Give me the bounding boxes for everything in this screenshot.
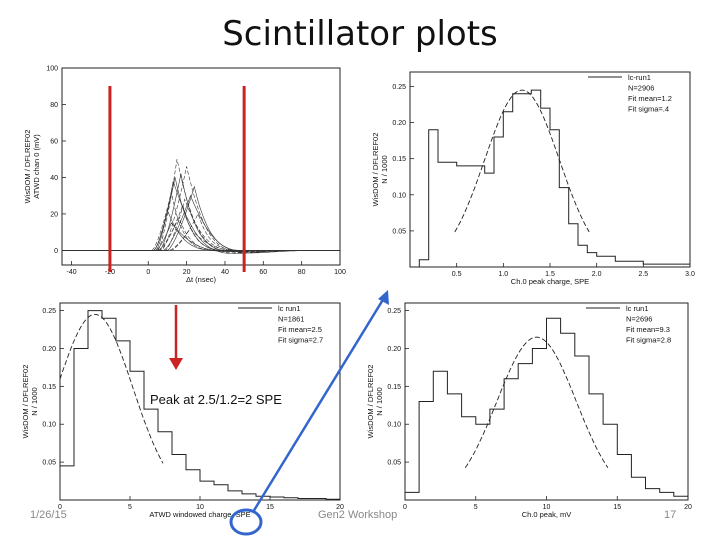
gaussian-fit-curve bbox=[454, 89, 590, 233]
x-axis-label: Ch.0 peak charge, SPE bbox=[511, 277, 589, 286]
blue-arrow-head bbox=[378, 290, 389, 305]
y-tick-label: 0 bbox=[54, 248, 58, 255]
x-tick-label: 3.0 bbox=[685, 271, 695, 278]
legend-entry: Fit mean=1.2 bbox=[628, 94, 672, 103]
x-tick-label: -20 bbox=[105, 269, 115, 276]
waveform-trace bbox=[62, 209, 340, 252]
waveform-trace bbox=[62, 213, 340, 251]
x-tick-label: 1.5 bbox=[545, 271, 555, 278]
red-arrow-head bbox=[169, 358, 183, 370]
x-tick-label: 2.0 bbox=[592, 271, 602, 278]
x-axis-label: ATWD windowed charge, SPE bbox=[149, 510, 250, 519]
y-tick-label: 0.15 bbox=[42, 384, 56, 391]
waveform-trace bbox=[62, 191, 340, 251]
x-tick-label: 0.5 bbox=[452, 271, 462, 278]
legend-entry: lc run1 bbox=[626, 304, 649, 313]
x-tick-label: 40 bbox=[221, 269, 229, 276]
x-tick-label: 10 bbox=[543, 504, 551, 511]
y-tick-label: 0.10 bbox=[42, 422, 56, 429]
y-tick-label: 0.05 bbox=[387, 460, 401, 467]
peak-annotation: Peak at 2.5/1.2=2 SPE bbox=[150, 392, 282, 407]
waveform-trace bbox=[62, 198, 340, 253]
waveform-trace bbox=[62, 194, 340, 254]
legend-entry: N=2696 bbox=[626, 315, 652, 324]
legend-entry: Fit sigma=2.8 bbox=[626, 336, 671, 345]
histogram-steps bbox=[418, 89, 690, 267]
y-axis-label: ATWD chan 0 (mV) bbox=[32, 134, 41, 199]
y-axis-label: WisDOM / DFLREF02 bbox=[23, 130, 32, 204]
footer-date: 1/26/15 bbox=[30, 509, 67, 521]
gaussian-fit-curve bbox=[59, 313, 164, 464]
x-tick-label: 15 bbox=[613, 504, 621, 511]
y-tick-label: 0.20 bbox=[392, 120, 406, 127]
y-tick-label: 0.20 bbox=[387, 346, 401, 353]
x-tick-label: 20 bbox=[684, 504, 692, 511]
x-tick-label: 0 bbox=[58, 504, 62, 511]
y-tick-label: 0.10 bbox=[392, 192, 406, 199]
legend-entry: N=1861 bbox=[278, 315, 304, 324]
y-tick-label: 0.20 bbox=[42, 346, 56, 353]
y-tick-label: 0.25 bbox=[387, 308, 401, 315]
legend-entry: Fit mean=2.5 bbox=[278, 325, 322, 334]
y-tick-label: 0.15 bbox=[392, 156, 406, 163]
blue-arrow-shaft bbox=[251, 297, 386, 513]
x-axis-label: Ch.0 peak, mV bbox=[522, 510, 572, 519]
legend-entry: N=2906 bbox=[628, 84, 654, 93]
y-axis-label: WisDOM / DFLREF02 bbox=[21, 365, 30, 439]
histogram-steps bbox=[59, 310, 340, 500]
x-tick-label: 15 bbox=[266, 504, 274, 511]
y-tick-label: 80 bbox=[50, 102, 58, 109]
waveform-trace bbox=[62, 228, 340, 252]
y-tick-label: 0.25 bbox=[392, 84, 406, 91]
gaussian-fit-curve bbox=[464, 336, 609, 469]
y-axis-label: N / 1000 bbox=[380, 155, 389, 183]
y-axis-label: N / 1000 bbox=[375, 387, 384, 415]
y-tick-label: 0.05 bbox=[42, 460, 56, 467]
x-tick-label: 20 bbox=[336, 504, 344, 511]
y-tick-label: 100 bbox=[46, 66, 58, 73]
y-axis-label: WisDOM / DFLREF02 bbox=[371, 133, 380, 207]
y-axis-label: WisDOM / DFLREF02 bbox=[366, 365, 375, 439]
x-axis-label: Δt (nsec) bbox=[186, 275, 217, 284]
x-tick-label: 5 bbox=[474, 504, 478, 511]
y-tick-label: 20 bbox=[50, 211, 58, 218]
y-tick-label: 0.25 bbox=[42, 308, 56, 315]
x-tick-label: 80 bbox=[298, 269, 306, 276]
x-tick-label: -40 bbox=[67, 269, 77, 276]
page-number: 17 bbox=[664, 509, 677, 521]
y-tick-label: 60 bbox=[50, 138, 58, 145]
histogram-steps bbox=[404, 317, 688, 500]
legend-entry: Fit sigma=.4 bbox=[628, 105, 669, 114]
x-tick-label: 100 bbox=[334, 269, 346, 276]
x-tick-label: 0 bbox=[146, 269, 150, 276]
y-tick-label: 0.10 bbox=[387, 422, 401, 429]
x-tick-label: 60 bbox=[259, 269, 267, 276]
footer-center: Gen2 Workshop bbox=[318, 509, 398, 521]
legend-entry: Fit sigma=2.7 bbox=[278, 336, 323, 345]
legend-entry: lc run1 bbox=[278, 304, 301, 313]
x-tick-label: 20 bbox=[183, 269, 191, 276]
plot-frame-0 bbox=[61, 67, 341, 266]
slide-title: Scintillator plots bbox=[222, 14, 498, 54]
spe-highlight-circle bbox=[229, 508, 263, 536]
x-tick-label: 2.5 bbox=[638, 271, 648, 278]
x-tick-label: 0 bbox=[403, 504, 407, 511]
y-tick-label: 40 bbox=[50, 175, 58, 182]
x-tick-label: 10 bbox=[196, 504, 204, 511]
waveform-trace bbox=[62, 203, 340, 251]
legend-entry: lc-run1 bbox=[628, 73, 651, 82]
y-tick-label: 0.05 bbox=[392, 228, 406, 235]
y-tick-label: 0.15 bbox=[387, 384, 401, 391]
legend-entry: Fit mean=9.3 bbox=[626, 325, 670, 334]
y-axis-label: N / 1000 bbox=[30, 387, 39, 415]
x-tick-label: 5 bbox=[128, 504, 132, 511]
x-tick-label: 1.0 bbox=[498, 271, 508, 278]
waveform-trace bbox=[62, 222, 340, 253]
